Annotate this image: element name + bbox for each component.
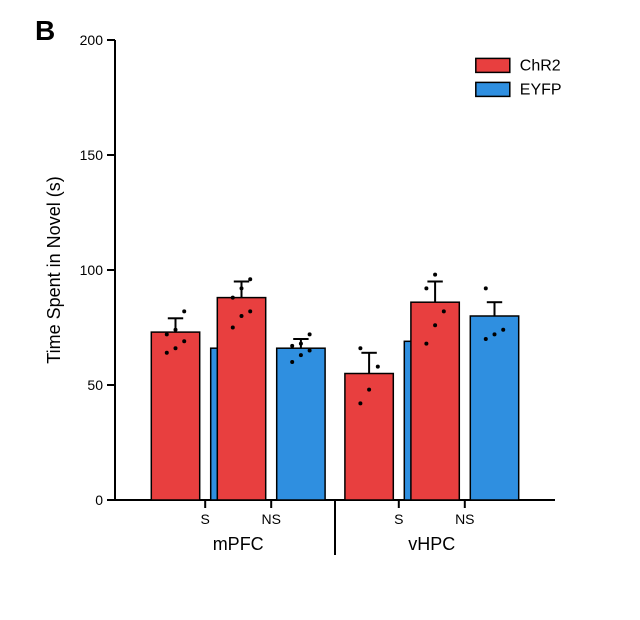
data-point (493, 332, 497, 336)
data-point (174, 328, 178, 332)
data-point (367, 388, 371, 392)
data-point (290, 360, 294, 364)
data-point (165, 351, 169, 355)
data-point (433, 323, 437, 327)
group-label: mPFC (213, 534, 264, 554)
data-point (358, 346, 362, 350)
data-point (231, 296, 235, 300)
data-point (299, 353, 303, 357)
x-tick-label: S (394, 511, 403, 527)
data-point (442, 309, 446, 313)
bar-chart: B 0 50 100 150 200 Time Spent in Novel (s) S NS m… (0, 0, 640, 620)
bar (151, 332, 199, 500)
bar (411, 302, 459, 500)
y-tick-label: 200 (80, 32, 104, 48)
x-tick-label: NS (261, 511, 280, 527)
data-point (174, 346, 178, 350)
legend-label: EYFP (520, 81, 562, 98)
x-tick-label: S (201, 511, 210, 527)
legend-swatch (476, 82, 510, 96)
bar (470, 316, 518, 500)
bar (345, 374, 393, 501)
panel-letter: B (35, 15, 55, 46)
data-point (358, 401, 362, 405)
y-axis-title: Time Spent in Novel (s) (44, 176, 64, 363)
data-point (240, 314, 244, 318)
legend-label: ChR2 (520, 57, 561, 74)
data-point (308, 349, 312, 353)
legend-swatch (476, 58, 510, 72)
data-point (165, 332, 169, 336)
y-tick-label: 0 (95, 492, 103, 508)
y-tick-label: 50 (87, 377, 103, 393)
group-label: vHPC (408, 534, 455, 554)
data-point (182, 339, 186, 343)
data-point (484, 286, 488, 290)
data-point (424, 286, 428, 290)
y-tick-label: 100 (80, 262, 104, 278)
data-point (424, 342, 428, 346)
data-point (308, 332, 312, 336)
data-point (248, 309, 252, 313)
bar (277, 348, 325, 500)
data-point (299, 342, 303, 346)
data-point (484, 337, 488, 341)
data-point (231, 326, 235, 330)
data-point (433, 273, 437, 277)
y-tick-label: 150 (80, 147, 104, 163)
data-point (290, 344, 294, 348)
data-point (248, 277, 252, 281)
data-point (240, 286, 244, 290)
bar (217, 298, 265, 500)
data-point (182, 309, 186, 313)
data-point (501, 328, 505, 332)
x-tick-label: NS (455, 511, 474, 527)
data-point (376, 365, 380, 369)
